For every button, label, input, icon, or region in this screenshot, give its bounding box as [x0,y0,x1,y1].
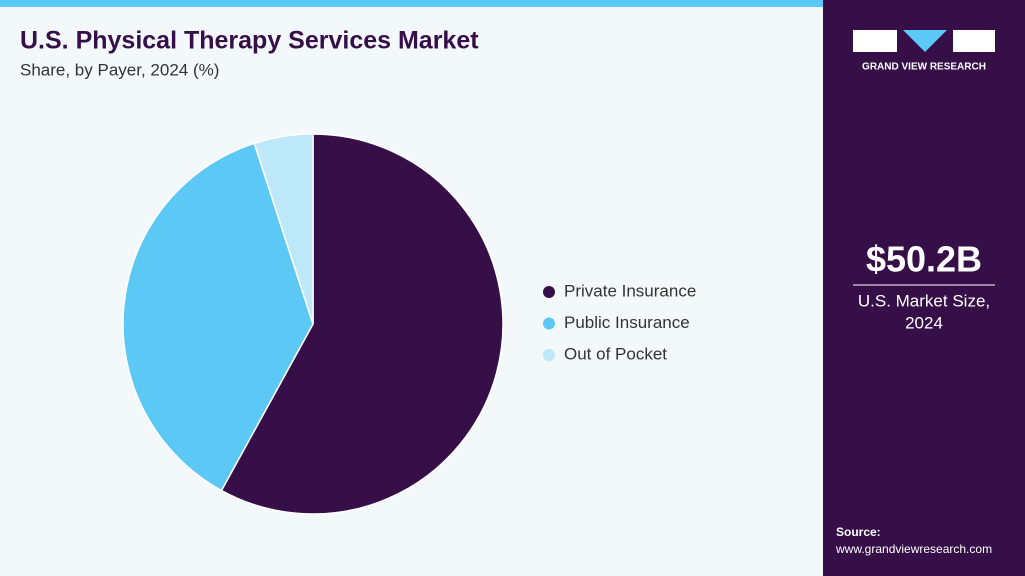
logo [853,30,995,52]
legend-label: Private Insurance [564,281,696,300]
logo-mark [903,30,947,52]
legend-marker [543,349,555,361]
market-label: U.S. Market Size, [858,291,990,310]
pie-slice [220,133,504,515]
logo-text: GRAND VIEW RESEARCH [862,62,986,73]
logo-mark [953,30,995,52]
legend-label: Public Insurance [564,313,690,332]
source-url: www.grandviewresearch.com [835,542,992,556]
market-label: 2024 [905,313,943,332]
chart-title: U.S. Physical Therapy Services Market [20,27,479,55]
logo-mark [853,30,897,52]
legend-label: Out of Pocket [564,344,667,363]
sidebar [823,0,1025,576]
chart-subtitle: Share, by Payer, 2024 (%) [20,60,219,79]
legend-marker [543,317,555,330]
pie-slice [122,142,314,492]
market-size: $50.2B [866,239,982,280]
legend-marker [543,286,555,298]
pie-slice [253,133,314,325]
source-label: Source: [836,525,881,539]
top-bar [0,0,823,7]
